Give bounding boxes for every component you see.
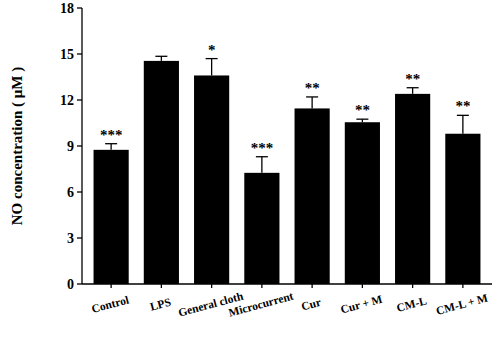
error-cap: [206, 58, 218, 59]
error-bar: [407, 88, 419, 94]
error-cap: [155, 56, 167, 57]
error-bar: [457, 115, 469, 133]
error-stem: [161, 56, 162, 61]
significance-label: ***: [251, 140, 274, 156]
error-bar: [206, 59, 218, 76]
error-cap: [407, 87, 419, 88]
significance-label: **: [305, 80, 320, 96]
error-cap: [306, 96, 318, 97]
chart: ***************0369121518ControlLPSGener…: [0, 0, 500, 345]
y-tick: [77, 191, 82, 192]
significance-label: **: [405, 71, 420, 87]
bar: [244, 173, 279, 284]
error-bar: [356, 119, 368, 122]
y-tick-label: 18: [60, 1, 74, 16]
bar: [194, 75, 229, 284]
bar: [144, 61, 179, 284]
x-tick: [311, 284, 312, 288]
error-bar: [256, 157, 268, 173]
y-tick: [77, 99, 82, 100]
error-cap: [457, 115, 469, 116]
x-tick-label: CM-L + M: [435, 291, 490, 316]
x-tick: [261, 284, 262, 288]
bar: [345, 122, 380, 284]
significance-label: *: [208, 42, 216, 58]
x-tick: [362, 284, 363, 288]
significance-label: **: [455, 98, 470, 114]
error-cap: [356, 119, 368, 120]
x-tick-label: CM-L: [395, 294, 428, 314]
bars: [94, 56, 481, 284]
x-axis: [82, 283, 492, 284]
significance-label: **: [355, 102, 370, 118]
error-bar: [155, 56, 167, 61]
bar: [395, 94, 430, 284]
error-bar: [105, 144, 117, 150]
x-tick: [462, 284, 463, 288]
x-tick-label: Cur: [300, 296, 322, 313]
bar: [94, 150, 129, 284]
y-tick-label: 12: [60, 93, 74, 108]
bar: [295, 108, 330, 284]
y-axis-title: NO concentration ( μM ): [9, 67, 26, 225]
error-cap: [105, 143, 117, 144]
significance-label: ***: [100, 127, 123, 143]
y-tick-label: 6: [67, 185, 74, 200]
y-tick: [77, 237, 82, 238]
error-stem: [412, 88, 413, 94]
y-tick-label: 15: [60, 47, 74, 62]
x-tick-label: Control: [90, 293, 130, 314]
error-stem: [261, 157, 262, 173]
x-tick-label: Microcurrent: [227, 290, 295, 319]
y-tick: [77, 7, 82, 8]
error-stem: [462, 115, 463, 133]
error-cap: [256, 156, 268, 157]
x-tick-label: LPS: [149, 296, 172, 313]
x-tick: [161, 284, 162, 288]
y-tick-label: 0: [67, 277, 74, 292]
x-tick: [211, 284, 212, 288]
error-stem: [311, 97, 312, 109]
x-tick: [110, 284, 111, 288]
x-tick: [412, 284, 413, 288]
error-stem: [211, 59, 212, 76]
y-tick-label: 3: [67, 231, 74, 246]
y-tick: [77, 283, 82, 284]
bar: [445, 134, 480, 284]
error-stem: [110, 144, 111, 150]
y-tick: [77, 145, 82, 146]
x-tick-label: Cur + M: [339, 293, 384, 316]
error-bar: [306, 97, 318, 109]
y-tick-label: 9: [67, 139, 74, 154]
y-tick: [77, 53, 82, 54]
